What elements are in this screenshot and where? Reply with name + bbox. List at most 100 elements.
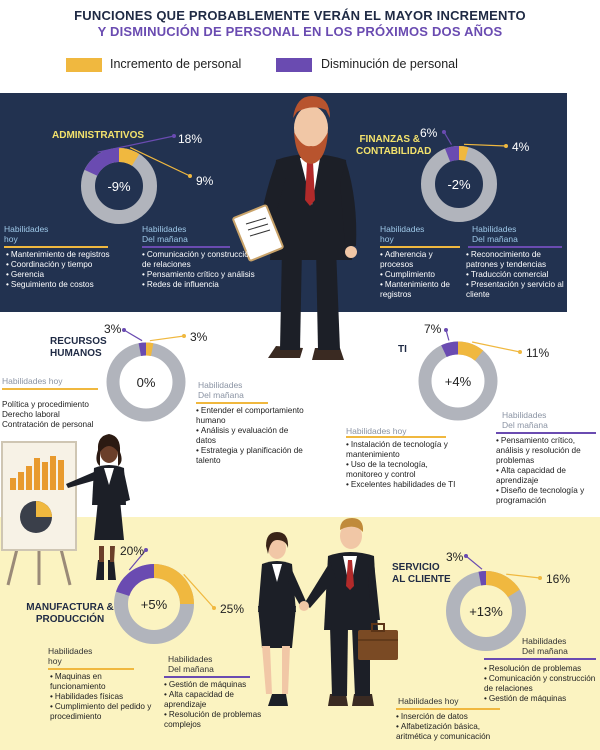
administrativos-skills-tomorrow-heading: Habilidades Del mañana — [142, 224, 188, 244]
category-title-finanzas: FINANZAS & CONTABILIDAD — [356, 134, 432, 157]
administrativos-skills-today-heading: Habilidades hoy — [4, 224, 49, 244]
ti-skills-today-heading: Habilidades hoy — [346, 426, 407, 436]
list-item: Diseño de tecnología y programación — [496, 486, 600, 506]
decrease-leader-dot — [122, 328, 126, 332]
list-item: Maquinas en funcionamiento — [50, 672, 154, 692]
list-item: Análisis y evaluación de datos — [196, 426, 308, 446]
servicio-increase-pct: 16% — [546, 572, 571, 586]
list-item: Traducción comercial — [466, 270, 566, 280]
decrease-leader-line — [97, 135, 175, 153]
increase-leader-dot — [518, 350, 522, 354]
list-item: Redes de influencia — [142, 280, 264, 290]
category-title-administrativos: ADMINISTRATIVOS — [52, 130, 145, 141]
donut-decrease-segment — [478, 570, 487, 586]
list-item: Comunicación y construcción de relacione… — [484, 674, 600, 694]
legend-decrease-label: Disminución de personal — [321, 57, 458, 71]
list-item: Uso de la tecnología, monitoreo y contro… — [346, 460, 458, 480]
easel-chart-illustration — [1, 441, 77, 586]
donut-increase-segment — [457, 341, 484, 361]
recursos-humanos-skills-today-heading: Habilidades hoy — [2, 376, 63, 386]
list-item: Mantenimiento de registros — [6, 250, 136, 260]
servicio-skills-tomorrow-underline — [484, 658, 596, 660]
list-item: Inserción de datos — [396, 712, 506, 722]
list-item: Adherencia y procesos — [380, 250, 466, 270]
manufactura-donut — [114, 548, 216, 644]
legend-increase-swatch — [66, 58, 102, 72]
administrativos-decrease-pct: 18% — [178, 132, 203, 146]
servicio-skills-tomorrow-heading: Habilidades Del mañana — [522, 636, 568, 656]
ti-skills-tomorrow-underline — [496, 432, 596, 434]
decrease-leader-line — [128, 549, 147, 571]
decrease-leader-dot — [172, 134, 176, 138]
administrativos-skills-today-underline — [4, 246, 108, 248]
finanzas-increase-pct: 4% — [512, 140, 530, 154]
list-item: Resolución de problemas complejos — [164, 710, 272, 730]
page-subtitle: Y DISMINUCIÓN DE PERSONAL EN LOS PRÓXIMO… — [97, 24, 503, 39]
finanzas-skills-tomorrow-heading: Habilidades Del mañana — [472, 224, 518, 244]
list-item: Derecho laboral — [2, 410, 60, 419]
servicio-skills-tomorrow-list: Resolución de problemas Comunicación y c… — [484, 664, 600, 704]
manufactura-increase-pct: 25% — [220, 602, 245, 616]
finanzas-skills-tomorrow-underline — [468, 246, 562, 248]
increase-leader-dot — [182, 334, 186, 338]
category-title-manufactura: MANUFACTURA & PRODUCCIÓN — [26, 602, 114, 625]
servicio-skills-today-heading: Habilidades hoy — [398, 696, 459, 706]
manufactura-net-pct: +5% — [140, 597, 168, 612]
ti-donut — [418, 328, 522, 421]
recursos-humanos-decrease-pct: 3% — [104, 322, 122, 336]
increase-leader-line — [471, 341, 521, 353]
list-item: Pensamiento crítico y análisis — [142, 270, 264, 280]
administrativos-skills-tomorrow-underline — [142, 246, 230, 248]
donut-increase-segment — [458, 145, 469, 161]
list-item: Coordinación y tiempo — [6, 260, 136, 270]
manufactura-decrease-pct: 20% — [120, 544, 145, 558]
list-item: Pensamiento crítico, análisis y resoluci… — [496, 436, 600, 466]
list-item: Alfabetización básica, aritmética y comu… — [396, 722, 506, 742]
recursos-humanos-increase-pct: 3% — [190, 330, 208, 344]
finanzas-net-pct: -2% — [447, 177, 471, 192]
donut-increase-segment — [153, 564, 194, 605]
increase-leader-line — [149, 335, 185, 342]
list-item: Presentación y servicio al cliente — [466, 280, 566, 300]
decrease-leader-line — [443, 131, 453, 146]
servicio-skills-today-list: Inserción de datos Alfabetización básica… — [396, 712, 506, 742]
list-item: Reconocimiento de patrones y tendencias — [466, 250, 566, 270]
category-title-servicio: SERVICIO AL CLIENTE — [392, 562, 451, 585]
decrease-leader-line — [465, 555, 483, 570]
list-item: Política y procedimiento — [2, 400, 89, 409]
list-item: Excelentes habilidades de TI — [346, 480, 458, 490]
finanzas-decrease-pct: 6% — [420, 126, 438, 140]
legend-decrease-swatch — [276, 58, 312, 72]
ti-increase-pct: 11% — [526, 346, 550, 360]
ti-decrease-pct: 7% — [424, 322, 442, 336]
increase-leader-dot — [188, 174, 192, 178]
increase-leader-line — [129, 147, 191, 177]
finanzas-donut — [421, 130, 508, 222]
businessman-illustration — [232, 96, 357, 360]
servicio-decrease-pct: 3% — [446, 550, 464, 564]
recursos-humanos-skills-tomorrow-heading: Habilidades Del mañana — [198, 380, 244, 400]
decrease-leader-dot — [144, 548, 148, 552]
decrease-leader-dot — [442, 130, 446, 134]
donut-increase-segment — [145, 342, 154, 356]
finanzas-skills-today-underline — [380, 246, 460, 248]
recursos-humanos-skills-tomorrow-underline — [196, 402, 268, 404]
servicio-donut — [446, 554, 542, 651]
increase-leader-dot — [212, 606, 216, 610]
manufactura-skills-tomorrow-heading: Habilidades Del mañana — [168, 654, 214, 674]
administrativos-skills-today-list: Mantenimiento de registros Coordinación … — [6, 250, 136, 290]
decrease-leader-line — [123, 329, 143, 342]
list-item: Alta capacidad de aprendizaje — [164, 690, 272, 710]
servicio-skills-today-underline — [396, 708, 500, 710]
donut-decrease-segment — [115, 564, 155, 597]
list-item: Instalación de tecnología y mantenimient… — [346, 440, 458, 460]
ti-skills-tomorrow-heading: Habilidades Del mañana — [502, 410, 548, 430]
recursos-humanos-skills-today-underline — [2, 388, 98, 390]
list-item: Habilidades físicas — [50, 692, 154, 702]
decrease-leader-dot — [444, 328, 448, 332]
manufactura-skills-tomorrow-underline — [164, 676, 250, 678]
list-item: Cumplimiento — [380, 270, 466, 280]
businesswoman-illustration — [66, 434, 130, 580]
